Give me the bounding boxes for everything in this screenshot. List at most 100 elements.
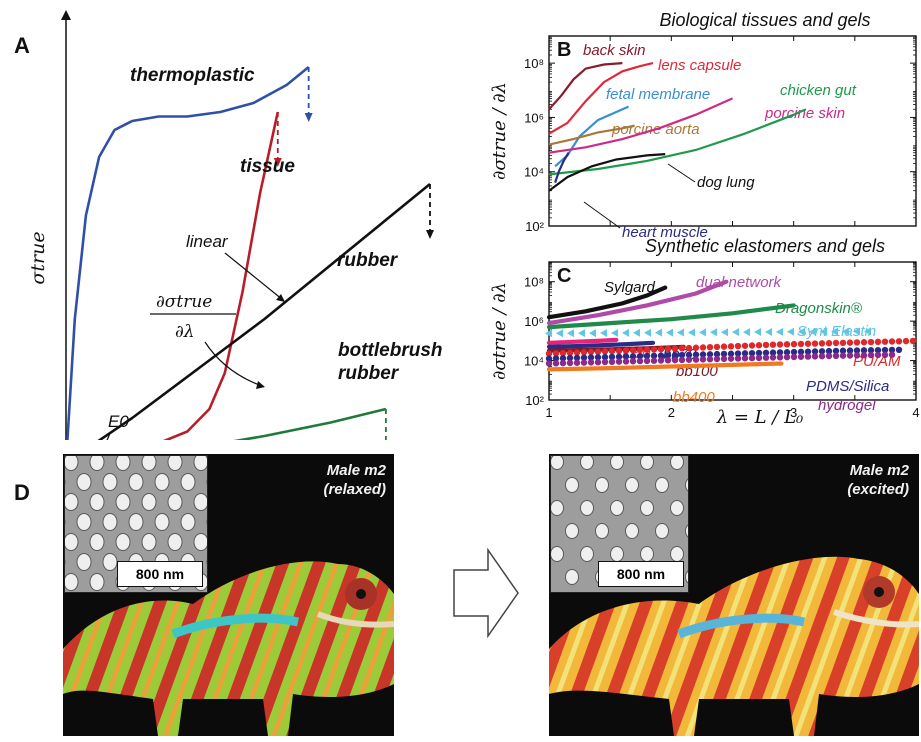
series-label-dragonskin: Dragonskin® <box>775 300 863 317</box>
nanocrystal <box>102 553 118 571</box>
dot-marker <box>860 339 868 346</box>
dot-marker <box>643 357 651 365</box>
nanocrystal <box>141 493 157 511</box>
dot-marker <box>867 351 875 359</box>
triangle-marker <box>853 327 860 336</box>
series-markers-synt-elastin <box>545 327 871 338</box>
triangle-marker <box>765 327 772 336</box>
dot-marker <box>552 355 560 362</box>
dot-marker <box>895 338 903 345</box>
dot-marker <box>762 341 770 349</box>
nanocrystal <box>610 456 624 470</box>
dot-marker <box>643 346 651 353</box>
dot-marker <box>839 347 847 354</box>
panel-label-d: D <box>14 480 30 505</box>
x-tick-label: 3 <box>790 405 797 420</box>
dot-marker <box>559 355 567 362</box>
series-markers-pu-am <box>545 337 917 357</box>
triangle-marker <box>655 328 662 337</box>
dot-marker <box>615 358 623 365</box>
photo-label-excited-line2: (excited) <box>847 481 909 498</box>
charts-svg: thermoplastic tissue rubber linear bottlebru… <box>27 10 920 440</box>
y-axis-label: ∂σtrue / ∂λ <box>489 82 510 180</box>
pointer-heart-muscle <box>583 201 621 229</box>
nanocrystal <box>128 513 144 531</box>
nanocrystal <box>76 553 92 571</box>
e0-pointer <box>106 432 111 440</box>
triangle-marker <box>600 329 607 338</box>
triangle-marker <box>545 329 552 338</box>
dot-marker <box>776 354 784 361</box>
series-line-back-skin <box>548 62 623 111</box>
series-label-sylgard: Sylgard <box>604 279 656 296</box>
dot-marker <box>734 355 742 362</box>
triangle-marker <box>831 327 838 336</box>
nanocrystal <box>580 456 594 470</box>
triangle-marker <box>787 327 794 336</box>
dot-marker <box>594 354 602 361</box>
dot-marker <box>692 351 700 358</box>
nanocrystal <box>565 569 579 585</box>
dot-marker <box>636 357 644 365</box>
label-rubber: rubber <box>337 250 399 271</box>
derivative-pointer <box>204 341 263 387</box>
series-label-dog-lung: dog lung <box>697 174 755 191</box>
chart-title: Biological tissues and gels <box>659 10 870 30</box>
dot-marker <box>839 352 847 359</box>
chart-panel-b: 10² 10⁴ 10⁶ 10⁸ Biological tissues and gels ∂… <box>489 10 917 241</box>
dot-marker <box>573 354 581 362</box>
label-bottlebrush-rubber: rubber <box>338 363 400 384</box>
dot-marker <box>657 345 665 353</box>
chart-title: Synthetic elastomers and gels <box>645 236 885 256</box>
dot-marker <box>874 346 882 354</box>
dot-marker <box>867 347 875 354</box>
dot-marker <box>713 350 721 358</box>
triangle-marker <box>809 327 816 336</box>
dot-marker <box>825 347 833 355</box>
dot-marker <box>580 349 588 356</box>
nanocrystal <box>89 456 105 471</box>
dot-marker <box>846 347 854 354</box>
nanocrystal <box>89 573 105 591</box>
dot-marker <box>909 337 917 345</box>
y-tick-label: 10² <box>525 219 544 234</box>
y-tick-label: 10⁶ <box>524 110 544 125</box>
dot-marker <box>734 342 742 350</box>
dot-marker <box>573 349 581 356</box>
nanocrystal <box>580 500 594 516</box>
dot-marker <box>832 352 840 360</box>
dot-marker <box>825 339 833 347</box>
dot-marker <box>664 357 672 364</box>
dot-marker <box>566 354 574 362</box>
dot-marker <box>825 352 833 360</box>
label-e0: E0 <box>108 412 129 431</box>
triangle-marker <box>622 328 629 337</box>
series-markers-hydrogel <box>545 351 896 367</box>
transition-arrow-icon <box>453 548 519 638</box>
dot-marker <box>594 348 602 355</box>
dot-marker <box>888 351 896 358</box>
dot-marker <box>860 347 868 354</box>
dot-marker <box>566 349 574 357</box>
nanocrystal <box>102 473 118 491</box>
dot-marker <box>615 353 623 360</box>
dot-marker <box>587 359 595 366</box>
series-line-porcine-aorta <box>548 124 635 146</box>
failure-arrow-icon-rubber <box>426 230 434 239</box>
dot-marker <box>608 347 616 355</box>
dot-marker <box>881 338 889 345</box>
chart-panel-c: 10² 10⁴ 10⁶ 10⁸ 1 2 3 4 λ = L / L₀ Synthetic elas… <box>489 236 920 428</box>
dot-marker <box>804 340 812 347</box>
dot-marker <box>790 353 798 361</box>
nanocrystal <box>551 546 564 562</box>
y-tick-label: 10⁶ <box>524 314 544 329</box>
dot-marker <box>685 356 693 363</box>
series-line-rubber <box>97 182 431 440</box>
dot-marker <box>692 356 700 363</box>
dot-marker <box>678 356 686 364</box>
dot-marker <box>790 340 798 348</box>
label-thermoplastic: thermoplastic <box>130 65 255 86</box>
triangle-marker <box>677 328 684 337</box>
dot-marker <box>706 356 714 363</box>
